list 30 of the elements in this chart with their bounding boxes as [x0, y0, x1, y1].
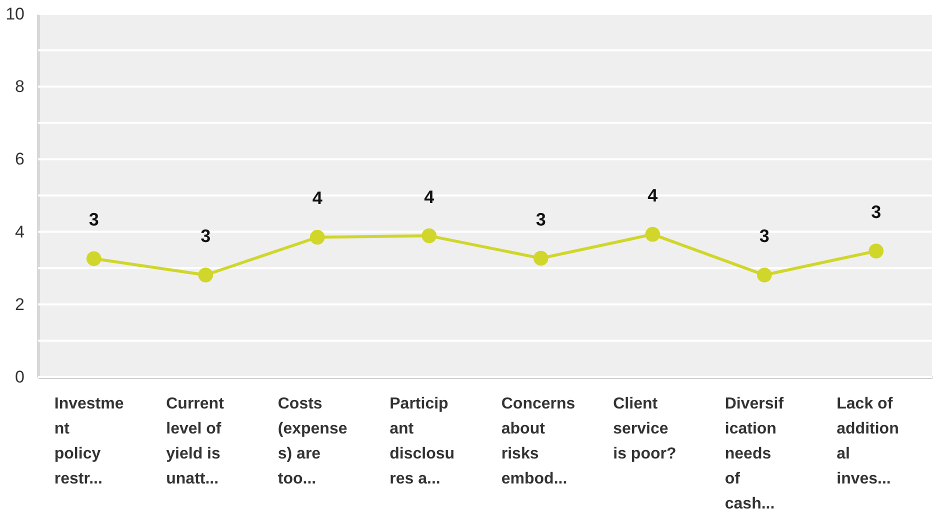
data-label: 3 [88, 210, 99, 230]
point [533, 250, 548, 266]
data-label: 4 [424, 186, 434, 207]
data-label: 4 [648, 185, 658, 206]
y-tick-label: 4 [15, 222, 24, 242]
point [645, 226, 660, 242]
point [422, 228, 437, 244]
y-tick-label: 0 [15, 368, 24, 386]
x-tick-label: Particip ant disclosu res a... [390, 396, 455, 488]
data-label: 4 [312, 188, 322, 208]
x-tick-label: Client service is poor? [613, 396, 676, 462]
data-label: 3 [759, 226, 770, 246]
x-tick-label: Lack of addition al inves... [836, 396, 899, 488]
x-tick-label: Concerns about risks embod... [501, 396, 576, 488]
point [198, 268, 214, 282]
point [310, 230, 325, 245]
point [86, 251, 102, 266]
y-tick-label: 10 [6, 4, 24, 24]
y-tick-label: 2 [15, 294, 24, 314]
x-tick-label: Investme nt policy restr... [54, 396, 124, 488]
point [756, 268, 772, 282]
data-label: 3 [871, 202, 882, 222]
data-label: 3 [536, 209, 546, 230]
x-tick-label: Costs (expense s) are too... [278, 396, 348, 488]
x-tick-label: Diversif ication needs of cash... [724, 396, 784, 512]
y-tick-label: 8 [15, 77, 24, 96]
x-tick-label: Current level of yield is unatt... [166, 396, 225, 488]
point [868, 244, 884, 258]
y-tick-label: 6 [15, 150, 24, 169]
data-label: 3 [200, 226, 211, 246]
